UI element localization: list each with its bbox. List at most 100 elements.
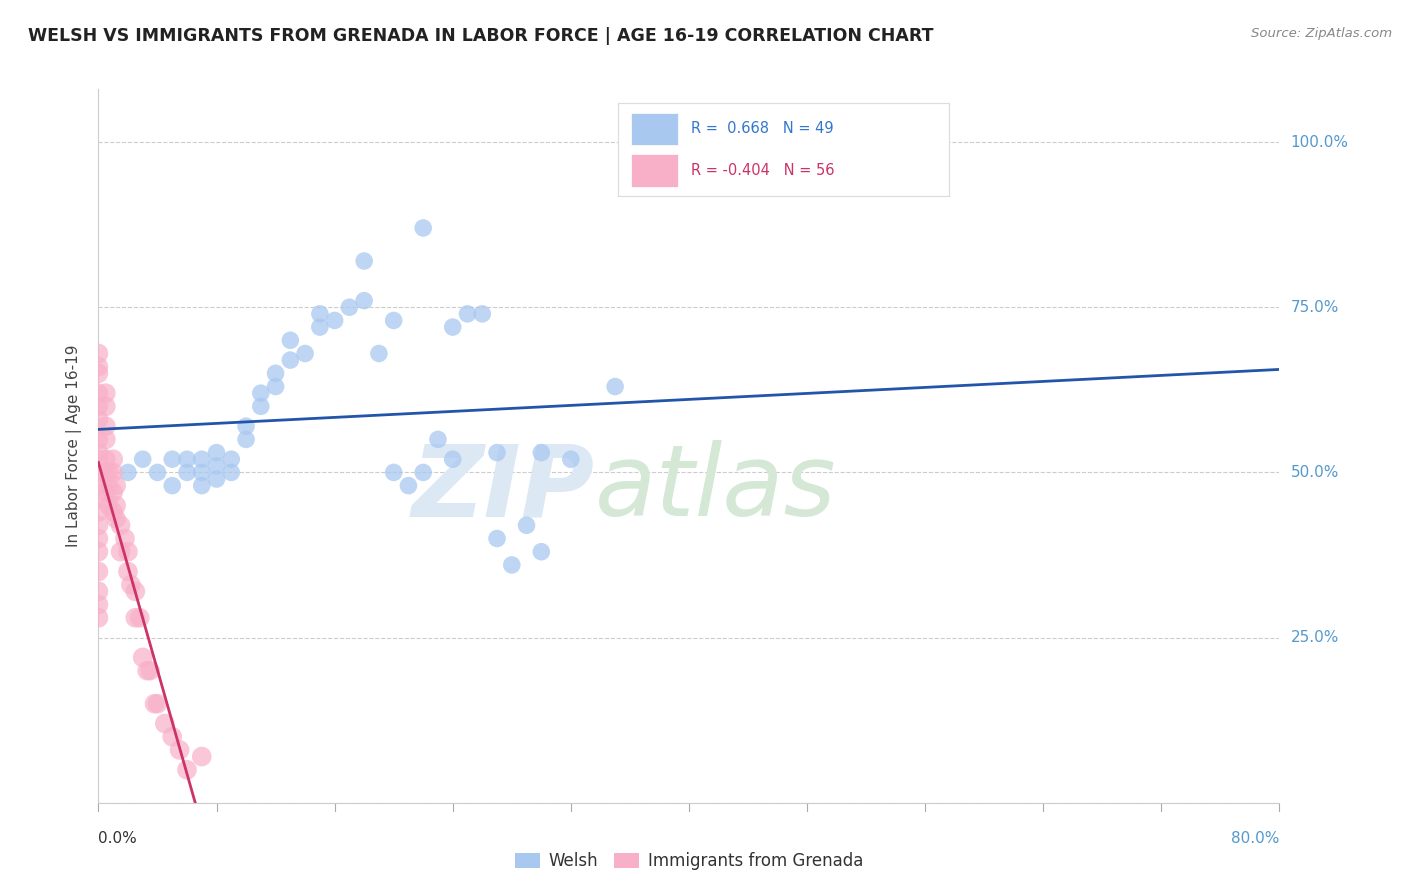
Point [235,419,257,434]
Point [87,565,110,579]
Point [294,346,316,360]
Point [87,584,110,599]
Point [278,333,302,347]
Point [235,433,257,447]
Point [132,650,155,665]
Point [143,697,166,711]
Point [337,300,360,314]
Point [103,485,125,500]
Point [441,452,464,467]
Point [427,433,450,447]
Point [117,565,139,579]
Point [176,763,198,777]
Point [323,313,346,327]
Point [87,445,110,459]
Point [501,558,523,572]
Point [264,379,287,393]
Point [219,466,242,480]
Point [153,716,176,731]
Point [486,445,509,459]
Point [205,445,228,459]
Point [110,545,132,559]
Text: WELSH VS IMMIGRANTS FROM GRENADA IN LABOR FORCE | AGE 16-19 CORRELATION CHART: WELSH VS IMMIGRANTS FROM GRENADA IN LABO… [28,27,934,45]
Point [97,466,120,480]
Text: 50.0%: 50.0% [1291,465,1339,480]
Point [441,320,464,334]
Point [205,472,228,486]
Point [412,221,434,235]
Point [124,584,146,599]
Point [162,478,183,492]
Point [250,400,273,414]
Point [87,386,110,401]
Point [87,466,110,480]
Point [191,478,214,492]
Point [87,412,110,426]
Point [250,386,273,401]
Point [191,749,214,764]
Point [87,518,110,533]
Text: atlas: atlas [595,441,837,537]
Point [382,313,405,327]
Point [176,466,198,480]
Text: 80.0%: 80.0% [1232,831,1279,846]
Text: 100.0%: 100.0% [1291,135,1348,150]
Text: 25.0%: 25.0% [1291,630,1339,645]
Point [87,478,110,492]
Point [162,730,183,744]
Point [353,254,375,268]
Point [87,611,110,625]
Point [368,346,391,360]
Point [120,578,142,592]
Text: 75.0%: 75.0% [1291,300,1339,315]
Point [103,452,125,467]
Point [560,452,582,467]
Point [87,491,110,506]
Point [87,532,110,546]
Point [103,466,125,480]
Point [94,466,117,480]
Point [605,379,627,393]
Point [412,466,434,480]
Point [97,499,120,513]
Y-axis label: In Labor Force | Age 16-19: In Labor Force | Age 16-19 [66,344,83,548]
Point [117,466,139,480]
Legend: Welsh, Immigrants from Grenada: Welsh, Immigrants from Grenada [508,846,870,877]
Point [114,532,136,546]
Point [94,400,117,414]
Point [530,545,553,559]
Point [105,478,128,492]
Point [110,518,132,533]
Point [146,697,169,711]
Point [132,452,155,467]
Point [264,367,287,381]
Point [353,293,375,308]
Point [486,532,509,546]
Point [94,452,117,467]
Point [105,499,128,513]
Point [205,458,228,473]
Point [103,505,125,519]
Point [105,511,128,525]
Point [191,452,214,467]
Text: ZIP: ZIP [412,441,595,537]
Text: 0.0%: 0.0% [98,831,138,846]
Point [87,452,110,467]
Point [146,466,169,480]
Point [124,611,146,625]
Point [176,452,198,467]
Point [396,478,419,492]
Point [169,743,191,757]
Point [219,452,242,467]
Point [136,664,159,678]
Point [139,664,162,678]
Point [191,466,214,480]
Point [278,353,302,368]
Point [94,386,117,401]
Point [87,505,110,519]
Point [309,320,332,334]
Point [471,307,494,321]
Point [94,419,117,434]
Point [94,433,117,447]
Point [117,545,139,559]
